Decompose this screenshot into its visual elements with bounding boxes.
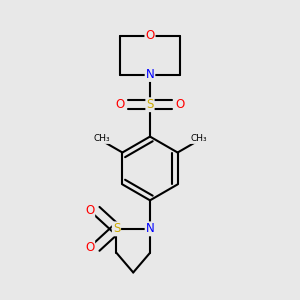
- Text: O: O: [176, 98, 185, 111]
- Text: N: N: [146, 68, 154, 81]
- Text: O: O: [115, 98, 124, 111]
- Text: N: N: [146, 222, 154, 235]
- Text: O: O: [146, 29, 154, 42]
- Text: O: O: [85, 241, 94, 254]
- Text: S: S: [146, 98, 154, 111]
- Text: CH₃: CH₃: [190, 134, 207, 143]
- Text: O: O: [85, 204, 94, 217]
- Text: CH₃: CH₃: [93, 134, 110, 143]
- Text: S: S: [113, 222, 120, 235]
